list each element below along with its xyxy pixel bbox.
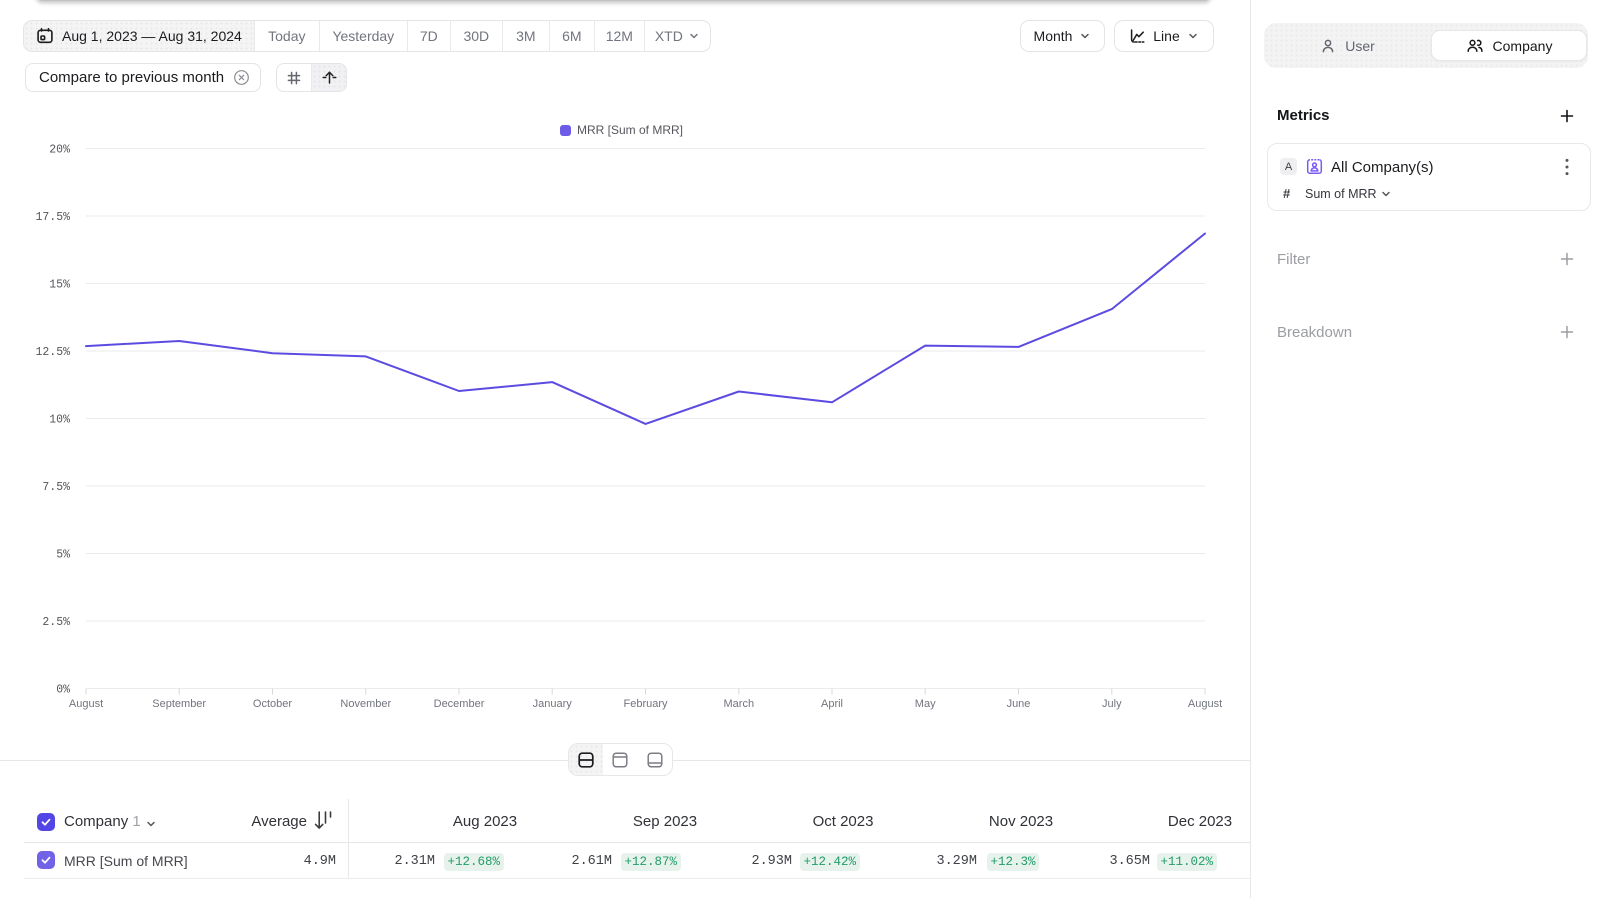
svg-text:April: April (821, 698, 843, 710)
svg-text:December: December (434, 698, 485, 710)
svg-text:October: October (253, 698, 292, 710)
svg-text:7.5%: 7.5% (42, 481, 70, 494)
svg-text:June: June (1007, 698, 1031, 710)
svg-text:July: July (1102, 698, 1122, 710)
svg-text:5%: 5% (56, 549, 70, 562)
svg-text:November: November (340, 698, 391, 710)
svg-text:August: August (1188, 698, 1222, 710)
svg-text:20%: 20% (49, 144, 70, 157)
svg-text:10%: 10% (49, 414, 70, 427)
svg-text:15%: 15% (49, 279, 70, 292)
svg-text:12.5%: 12.5% (35, 346, 70, 359)
svg-text:0%: 0% (56, 684, 70, 697)
svg-text:17.5%: 17.5% (35, 211, 70, 224)
svg-text:February: February (623, 698, 668, 710)
svg-text:May: May (915, 698, 936, 710)
svg-text:January: January (533, 698, 573, 710)
svg-text:August: August (69, 698, 103, 710)
svg-text:2.5%: 2.5% (42, 616, 70, 629)
svg-text:March: March (724, 698, 755, 710)
svg-text:September: September (152, 698, 206, 710)
